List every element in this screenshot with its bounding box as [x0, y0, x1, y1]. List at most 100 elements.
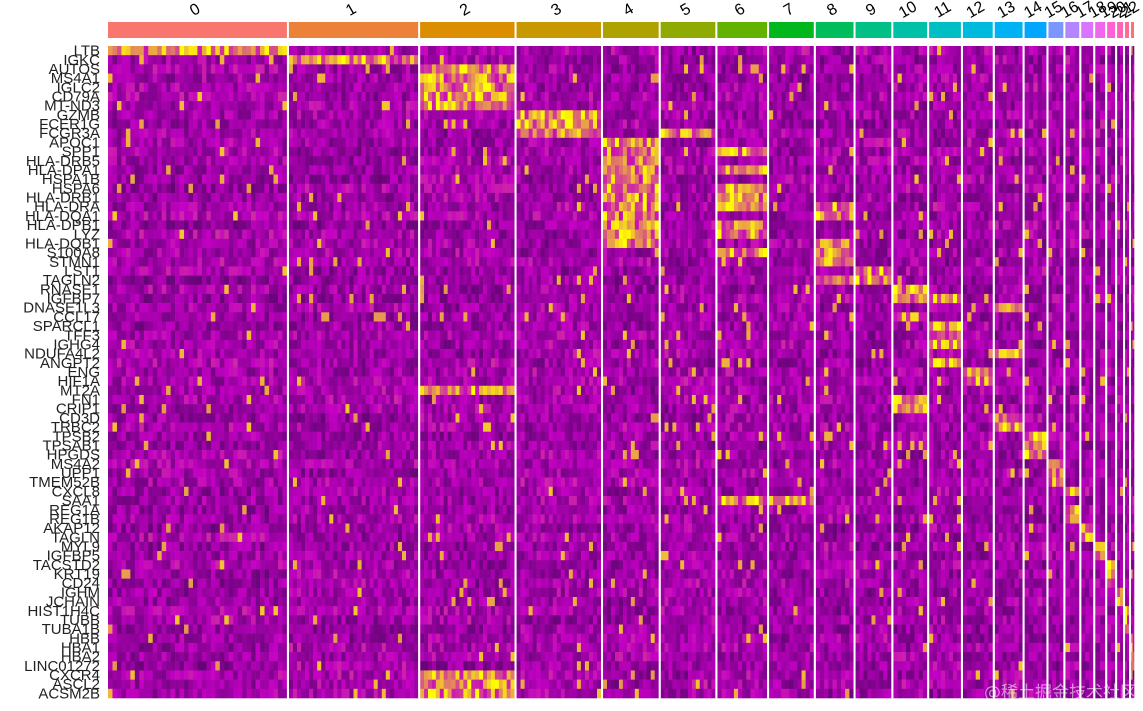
- heatmap-cell: [255, 174, 261, 185]
- heatmap-cell: [237, 358, 243, 368]
- heatmap-cell: [401, 174, 407, 185]
- heatmap-cell: [148, 587, 154, 598]
- heatmap-cell: [152, 119, 158, 129]
- heatmap-cell: [170, 413, 176, 423]
- heatmap-cell: [233, 284, 238, 295]
- heatmap-cell: [406, 220, 411, 230]
- heatmap-cell: [192, 652, 198, 662]
- heatmap-cell: [337, 367, 342, 377]
- heatmap-cell: [175, 330, 180, 341]
- heatmap-cell: [292, 514, 298, 524]
- heatmap-cell: [246, 349, 252, 359]
- heatmap-cell: [309, 514, 314, 524]
- heatmap-cell: [143, 459, 149, 469]
- heatmap-cell: [112, 82, 118, 93]
- heatmap-cell: [393, 468, 399, 478]
- heatmap-cell: [353, 110, 358, 120]
- heatmap-cell: [184, 615, 189, 625]
- heatmap-cell: [260, 376, 265, 387]
- heatmap-cell: [152, 606, 158, 616]
- heatmap-cell: [369, 202, 374, 212]
- heatmap-cell: [175, 688, 180, 699]
- heatmap-cell: [361, 119, 366, 129]
- heatmap-cell: [112, 312, 118, 322]
- heatmap-cell: [301, 238, 306, 249]
- heatmap-cell: [313, 358, 318, 368]
- heatmap-cell: [337, 101, 342, 111]
- heatmap-cell: [242, 505, 247, 515]
- heatmap-cell: [277, 670, 283, 680]
- heatmap-cell: [148, 578, 154, 589]
- heatmap-cell: [317, 229, 322, 240]
- heatmap-cell: [414, 468, 419, 478]
- heatmap-cell: [112, 587, 118, 598]
- heatmap-cell: [353, 64, 358, 74]
- heatmap-cell: [369, 505, 374, 515]
- heatmap-cell: [345, 394, 350, 405]
- heatmap-cell: [414, 82, 419, 93]
- heatmap-cell: [255, 266, 261, 276]
- heatmap-cell: [337, 183, 342, 194]
- heatmap-cell: [385, 192, 391, 203]
- heatmap-cell: [206, 266, 212, 276]
- heatmap-cell: [357, 633, 362, 644]
- heatmap-cell: [393, 505, 399, 515]
- heatmap-cell: [296, 624, 302, 635]
- heatmap-cell: [260, 514, 265, 524]
- heatmap-cell: [108, 394, 113, 405]
- heatmap-cell: [321, 275, 326, 286]
- cluster-bar-21: [1125, 22, 1130, 38]
- heatmap-cell: [143, 596, 149, 607]
- heatmap-cell: [385, 165, 391, 175]
- heatmap-cell: [296, 165, 302, 175]
- heatmap-cell: [369, 248, 374, 258]
- heatmap-cell: [361, 137, 366, 148]
- heatmap-cell: [237, 486, 243, 497]
- heatmap-cell: [166, 514, 171, 524]
- heatmap-cell: [112, 523, 118, 533]
- heatmap-cell: [269, 688, 274, 699]
- heatmap-cell: [197, 459, 203, 469]
- heatmap-cell: [188, 477, 194, 488]
- heatmap-cell: [414, 339, 419, 350]
- heatmap-cell: [282, 174, 288, 185]
- heatmap-cell: [317, 532, 322, 543]
- heatmap-cell: [210, 495, 216, 506]
- heatmap-cell: [313, 495, 318, 506]
- heatmap-cell: [381, 339, 387, 350]
- heatmap-cell: [116, 633, 122, 644]
- heatmap-cell: [161, 422, 167, 432]
- heatmap-cell: [166, 477, 171, 488]
- heatmap-cell: [292, 431, 298, 442]
- heatmap-cell: [292, 266, 298, 276]
- heatmap-cell: [237, 642, 243, 653]
- heatmap-cell: [397, 183, 403, 194]
- heatmap-cell: [273, 541, 279, 552]
- heatmap-cell: [215, 339, 221, 350]
- heatmap-cell: [121, 495, 127, 506]
- heatmap-cell: [329, 367, 334, 377]
- heatmap-cell: [152, 367, 158, 377]
- heatmap-cell: [116, 596, 122, 607]
- heatmap-cell: [215, 413, 221, 423]
- heatmap-cell: [228, 275, 234, 286]
- heatmap-cell: [130, 303, 136, 313]
- heatmap-cell: [170, 376, 176, 387]
- heatmap-cell: [288, 596, 294, 607]
- heatmap-cell: [228, 422, 234, 432]
- heatmap-cell: [242, 578, 247, 589]
- heatmap-cell: [192, 523, 198, 533]
- heatmap-cell: [237, 174, 243, 185]
- heatmap-cell: [317, 91, 322, 102]
- heatmap-cell: [353, 385, 358, 396]
- heatmap-cell: [161, 349, 167, 359]
- heatmap-cell: [305, 110, 310, 120]
- heatmap-cell: [228, 64, 234, 74]
- heatmap-cell: [210, 293, 216, 304]
- heatmap-cell: [112, 688, 118, 699]
- heatmap-cell: [130, 202, 136, 212]
- heatmap-cell: [210, 541, 216, 552]
- heatmap-cell: [269, 183, 274, 194]
- heatmap-cell: [260, 569, 265, 579]
- heatmap-cell: [161, 642, 167, 653]
